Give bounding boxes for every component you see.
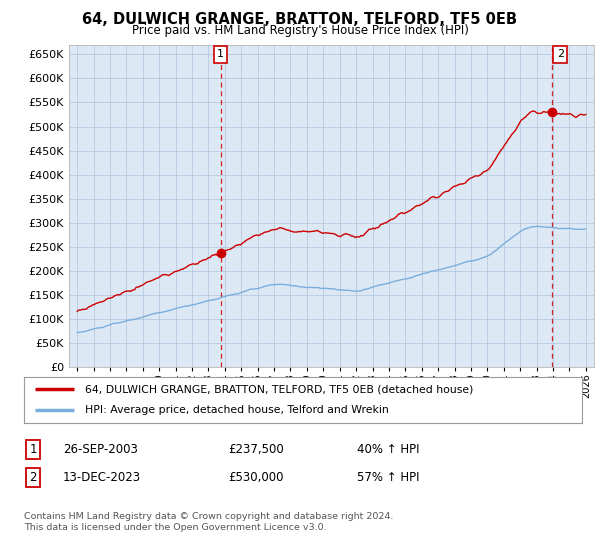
Text: 2: 2 (557, 49, 564, 59)
Text: 64, DULWICH GRANGE, BRATTON, TELFORD, TF5 0EB: 64, DULWICH GRANGE, BRATTON, TELFORD, TF… (83, 12, 517, 27)
Text: 64, DULWICH GRANGE, BRATTON, TELFORD, TF5 0EB (detached house): 64, DULWICH GRANGE, BRATTON, TELFORD, TF… (85, 384, 474, 394)
Text: 13-DEC-2023: 13-DEC-2023 (63, 470, 141, 484)
Text: 26-SEP-2003: 26-SEP-2003 (63, 442, 138, 456)
Text: 1: 1 (29, 442, 37, 456)
Text: Contains HM Land Registry data © Crown copyright and database right 2024.
This d: Contains HM Land Registry data © Crown c… (24, 512, 394, 532)
Text: 2: 2 (29, 470, 37, 484)
Text: 40% ↑ HPI: 40% ↑ HPI (357, 442, 419, 456)
Text: Price paid vs. HM Land Registry's House Price Index (HPI): Price paid vs. HM Land Registry's House … (131, 24, 469, 36)
Text: £530,000: £530,000 (228, 470, 284, 484)
Text: HPI: Average price, detached house, Telford and Wrekin: HPI: Average price, detached house, Telf… (85, 405, 389, 416)
Text: 1: 1 (217, 49, 224, 59)
Text: 57% ↑ HPI: 57% ↑ HPI (357, 470, 419, 484)
Text: £237,500: £237,500 (228, 442, 284, 456)
